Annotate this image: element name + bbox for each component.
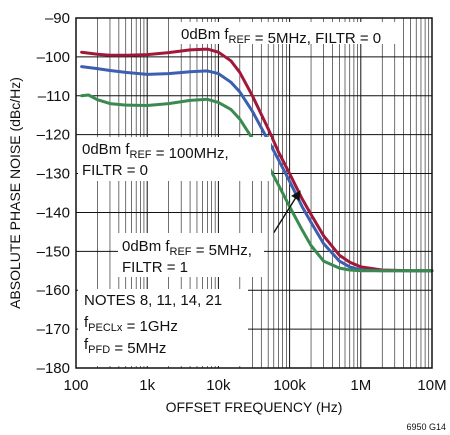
annotation-text: NOTES 8, 11, 14, 21 (84, 292, 222, 309)
x-axis-label: OFFSET FREQUENCY (Hz) (166, 399, 343, 415)
annotation-arrow (273, 190, 301, 234)
plot-frame (75, 17, 433, 369)
y-tick-label: –130 (37, 166, 70, 183)
annotation-box-2 (78, 137, 271, 181)
x-tick-label: 1M (350, 377, 371, 394)
y-tick-label: –150 (37, 243, 70, 260)
annotation-text: fPECLx = 1GHz (84, 314, 178, 335)
y-axis-label: ABSOLUTE PHASE NOISE (dBc/Hz) (7, 77, 23, 309)
y-tick-label: –120 (37, 127, 70, 144)
annotation-box-3 (118, 233, 264, 277)
x-tick-label: 100k (273, 377, 306, 394)
annotation-text: 0dBm fREF = 100MHz, (82, 141, 229, 162)
x-tick-label: 10k (206, 377, 231, 394)
figure-code: 6950 G14 (406, 422, 446, 432)
annotation-box-1 (176, 22, 400, 44)
x-tick-label: 100 (63, 377, 88, 394)
annotation-text: 0dBm fREF = 5MHz, FILTR = 0 (181, 26, 381, 47)
annotation-text: fPFD = 5MHz (84, 336, 166, 357)
y-tick-label: –90 (45, 10, 70, 27)
series-line-1 (80, 47, 434, 273)
annotation-box-4 (78, 289, 248, 366)
y-tick-label: –170 (37, 321, 70, 338)
x-tick-labels: 100 1k 10k 100k 1M 10M (63, 377, 446, 394)
y-tick-label: –140 (37, 204, 70, 221)
y-tick-labels: –90 –100 –110 –120 –130 –140 –150 –160 –170 –180 (37, 10, 70, 377)
annotation-text: FILTR = 0 (82, 162, 148, 179)
annotation-text: FILTR = 1 (122, 259, 188, 276)
x-tick-label: 10M (417, 377, 446, 394)
y-tick-label: –110 (38, 88, 70, 105)
y-tick-label: –180 (37, 360, 70, 377)
y-tick-label: –100 (37, 49, 70, 66)
annotation-text: 0dBm fREF = 5MHz, (122, 238, 252, 259)
y-tick-label: –160 (37, 282, 70, 299)
x-tick-label: 1k (139, 377, 155, 394)
series-line-2 (80, 65, 434, 273)
